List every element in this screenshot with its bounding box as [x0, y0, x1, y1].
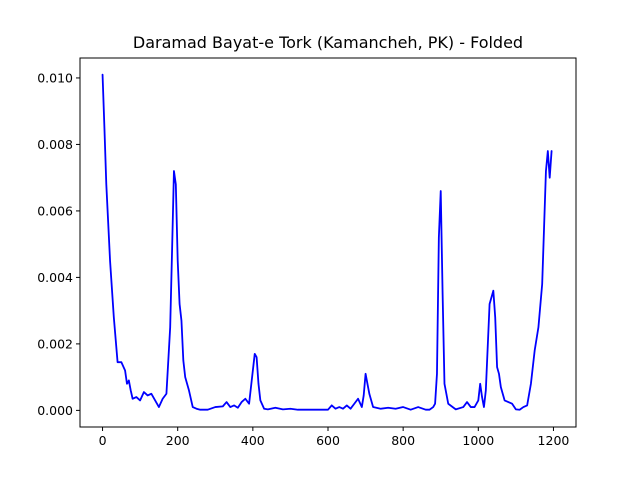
chart-title: Daramad Bayat-e Tork (Kamancheh, PK) - F…	[133, 33, 523, 52]
x-tick-label: 1000	[462, 433, 494, 448]
series-line	[101, 73, 553, 411]
x-tick-label: 800	[391, 433, 415, 448]
y-tick-label: 0.008	[37, 137, 73, 152]
y-tick-label: 0.000	[37, 403, 73, 418]
y-tick-label: 0.006	[37, 203, 73, 218]
x-tick-label: 200	[166, 433, 190, 448]
y-tick-label: 0.010	[37, 70, 73, 85]
x-tick-label: 600	[316, 433, 340, 448]
y-axis: 0.000 0.002 0.004 0.006 0.008 0.010	[37, 70, 80, 418]
y-tick-label: 0.002	[37, 336, 73, 351]
x-tick-label: 400	[241, 433, 265, 448]
x-tick-label: 0	[99, 433, 107, 448]
x-tick-label: 1200	[538, 433, 570, 448]
plot-area-frame	[79, 57, 577, 428]
plot-series	[101, 73, 553, 411]
y-tick-label: 0.004	[37, 270, 73, 285]
x-axis: 0 200 400 600 800 1000 1200	[99, 427, 570, 448]
